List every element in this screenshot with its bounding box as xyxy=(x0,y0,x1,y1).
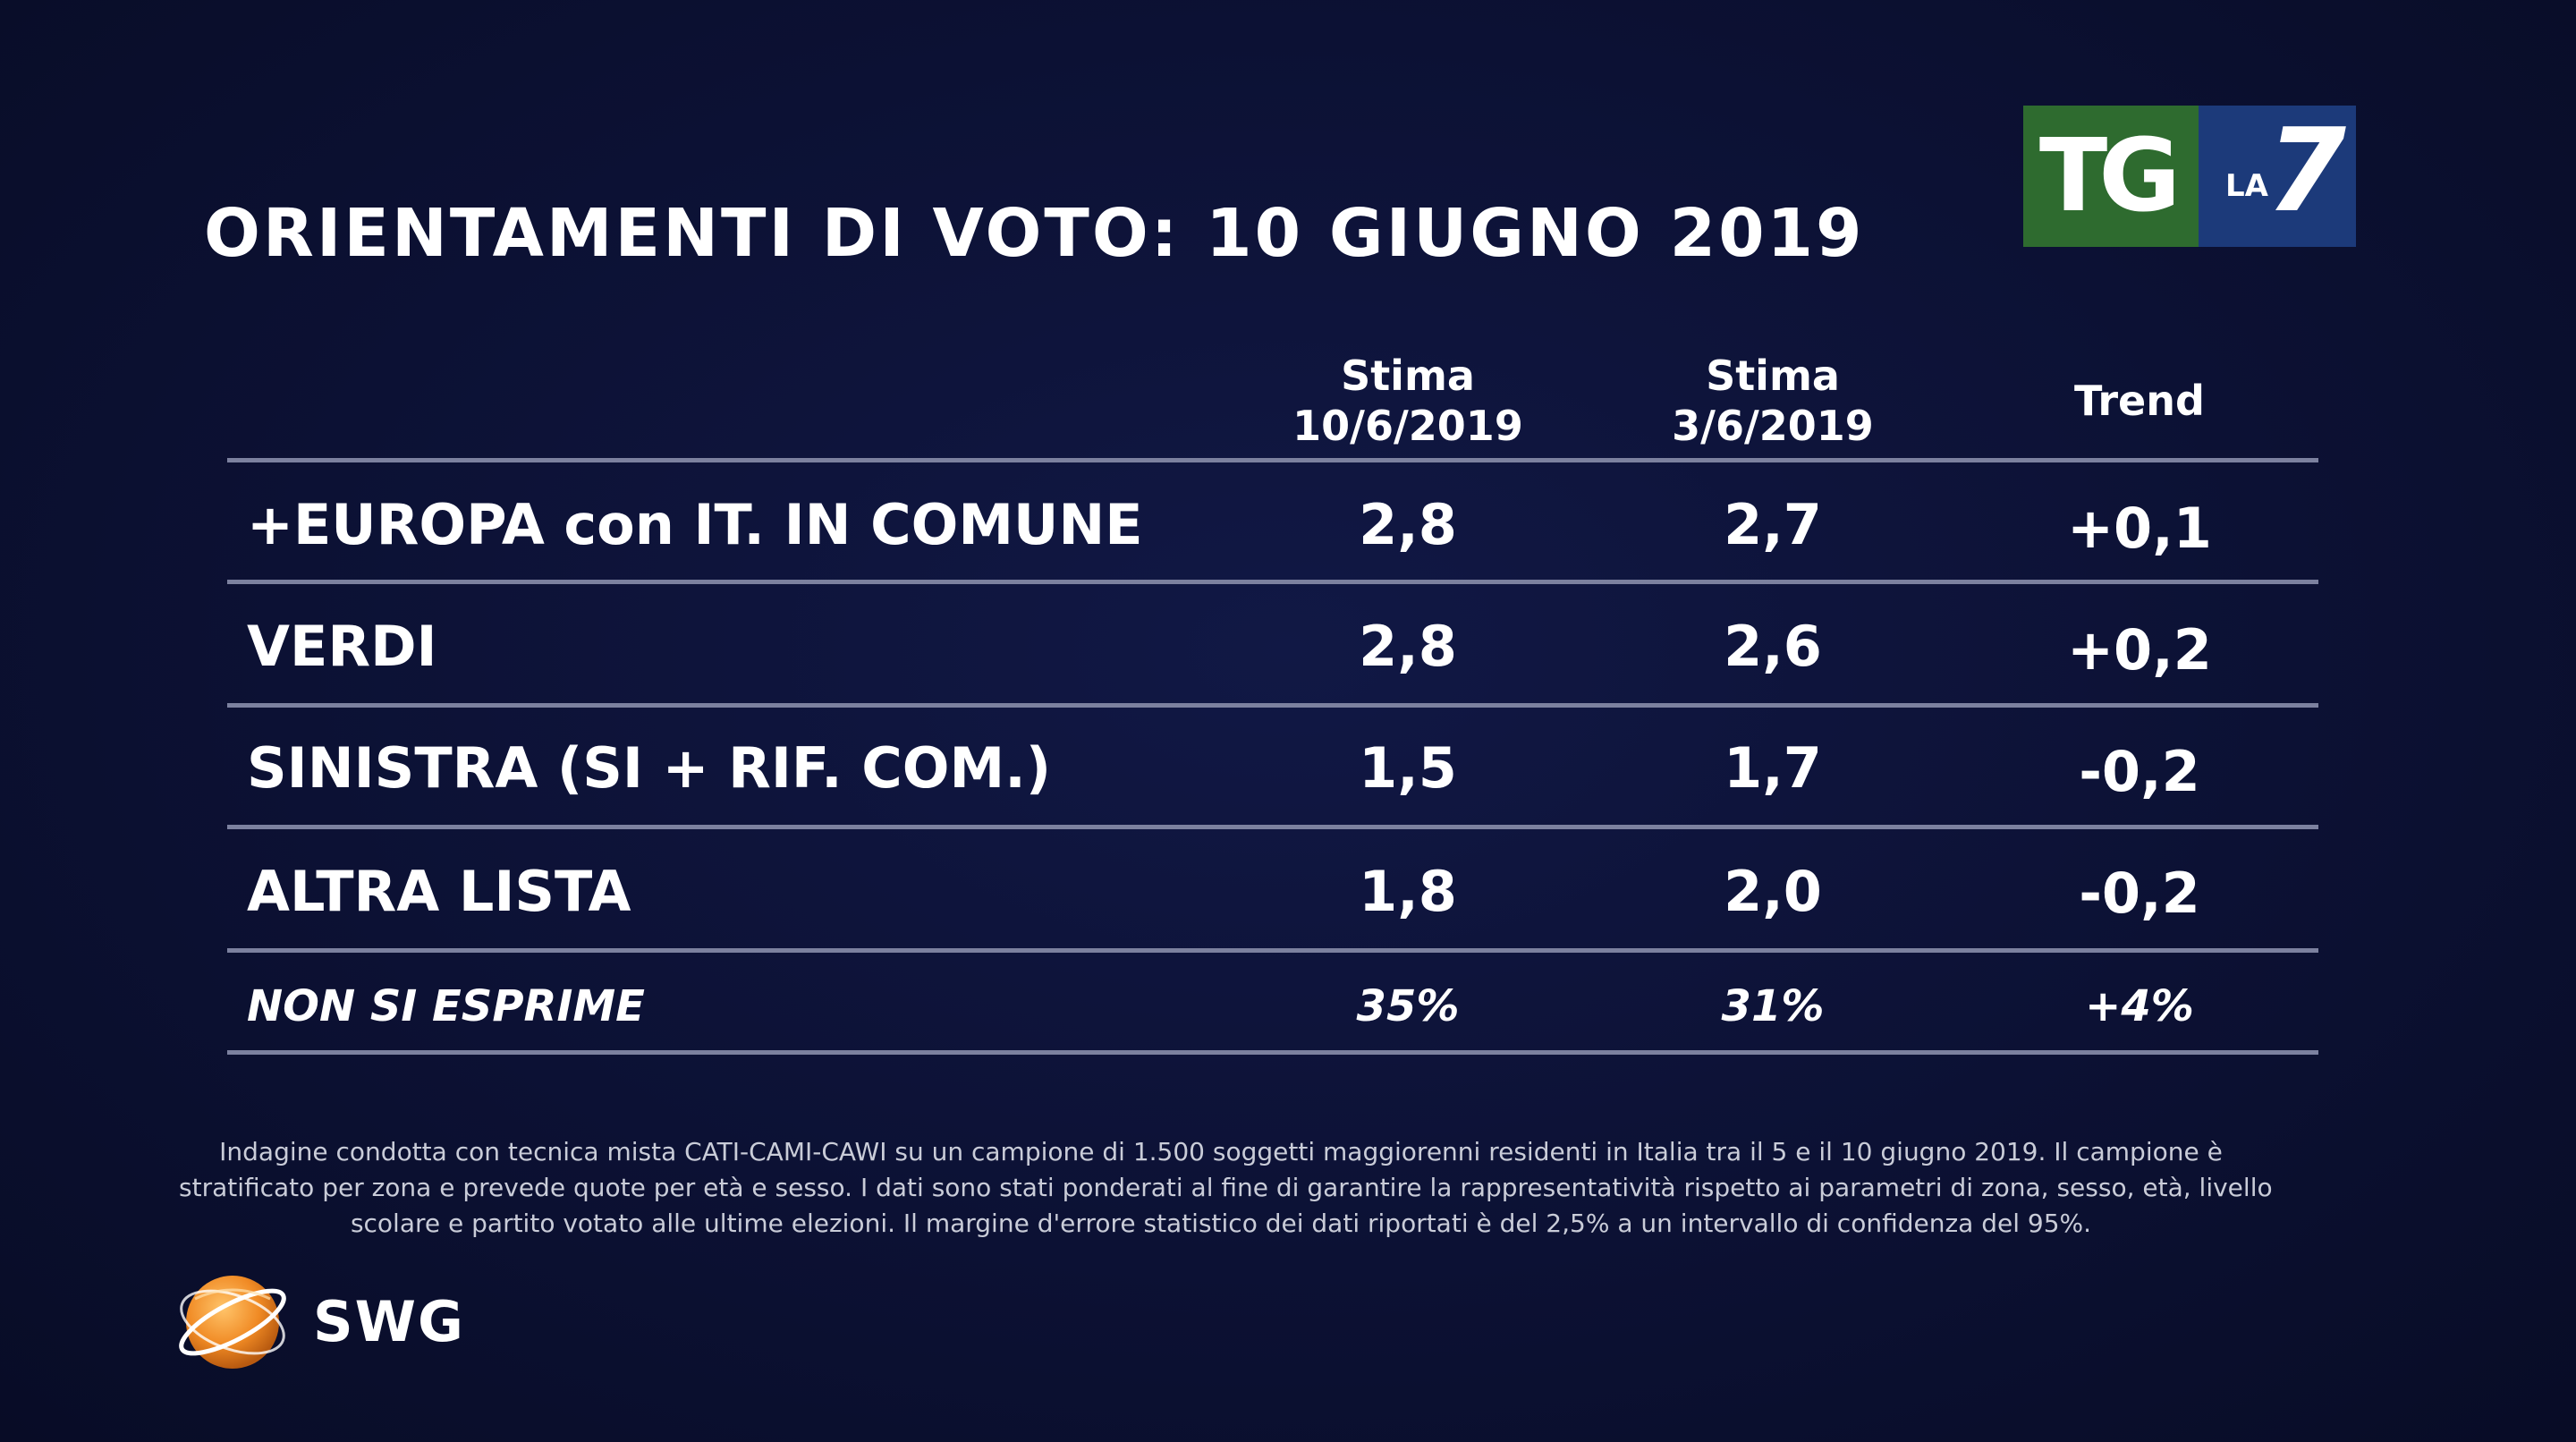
header-trend: Trend xyxy=(2005,376,2274,426)
footer-row-stima-3-6: 31% xyxy=(1721,981,1825,1031)
methodology-footnote: Indagine condotta con tecnica mista CATI… xyxy=(179,1134,2273,1242)
footer-row-stima-10-6: 35% xyxy=(1356,981,1460,1031)
row-trend: +0,2 xyxy=(2067,617,2212,683)
swg-logo-text: SWG xyxy=(313,1288,465,1354)
table-divider xyxy=(227,948,2318,953)
row-stima-10-6: 2,8 xyxy=(1359,492,1457,557)
row-label: VERDI xyxy=(247,614,437,679)
header-line1: Stima xyxy=(1706,352,1840,400)
table-divider xyxy=(227,1050,2318,1055)
row-stima-10-6: 1,5 xyxy=(1359,735,1457,801)
header-line1: Stima xyxy=(1341,352,1475,400)
row-trend: +0,1 xyxy=(2067,496,2212,561)
table-divider xyxy=(227,703,2318,708)
table-divider xyxy=(227,580,2318,584)
footer-row-trend: +4% xyxy=(2085,981,2194,1031)
row-stima-3-6: 2,0 xyxy=(1724,859,1822,924)
la-logo-text: LA xyxy=(2225,168,2268,204)
swg-logo: SWG xyxy=(168,1263,465,1379)
row-label: +EUROPA con IT. IN COMUNE xyxy=(247,492,1143,557)
header-line2: 10/6/2019 xyxy=(1292,402,1523,450)
row-trend: -0,2 xyxy=(2079,739,2200,804)
tg-logo-block: TG xyxy=(2023,106,2199,247)
swg-globe-icon xyxy=(179,1276,286,1369)
footnote-line: stratificato per zona e prevede quote pe… xyxy=(179,1173,2273,1202)
footer-row-label: NON SI ESPRIME xyxy=(247,981,645,1031)
footnote-line: Indagine condotta con tecnica mista CATI… xyxy=(219,1137,2223,1166)
row-stima-3-6: 2,7 xyxy=(1724,492,1822,557)
table-divider xyxy=(227,458,2318,462)
table-divider xyxy=(227,825,2318,829)
tg-la7-logo: TG LA 7 xyxy=(2023,106,2356,247)
row-stima-10-6: 1,8 xyxy=(1359,859,1457,924)
la7-logo-block: LA 7 xyxy=(2199,106,2356,247)
header-line1: Trend xyxy=(2074,377,2205,425)
seven-logo-text: 7 xyxy=(2267,105,2347,238)
tg-logo-text: TG xyxy=(2038,118,2181,234)
row-label: SINISTRA (SI + RIF. COM.) xyxy=(247,735,1052,801)
row-trend: -0,2 xyxy=(2079,861,2200,926)
footnote-line: scolare e partito votato alle ultime ele… xyxy=(350,1209,2092,1238)
header-line2: 3/6/2019 xyxy=(1672,402,1874,450)
row-stima-3-6: 1,7 xyxy=(1724,735,1822,801)
header-stima-3-6: Stima 3/6/2019 xyxy=(1639,351,1907,451)
row-label: ALTRA LISTA xyxy=(247,859,631,924)
row-stima-3-6: 2,6 xyxy=(1724,614,1822,679)
page-title: ORIENTAMENTI DI VOTO: 10 GIUGNO 2019 xyxy=(204,195,1865,272)
header-stima-10-6: Stima 10/6/2019 xyxy=(1274,351,1542,451)
row-stima-10-6: 2,8 xyxy=(1359,614,1457,679)
